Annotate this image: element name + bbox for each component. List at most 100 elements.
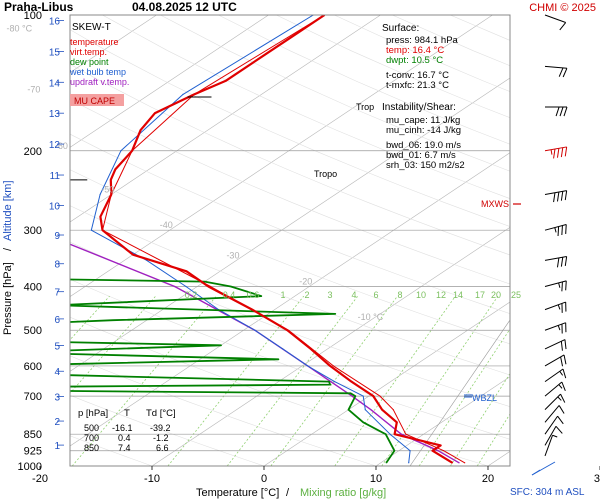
data-point [185,270,188,272]
barb-half [558,384,563,389]
mxws-label: MXWS [481,199,509,209]
data-point [112,319,114,321]
altitude-tick-label: 14 [49,78,61,89]
sounding-datetime: 04.08.2025 12 UTC [132,0,237,14]
data-point [110,179,112,181]
wind-barb [545,106,568,117]
barb-flag [557,226,560,237]
mixing-ratio-line [334,295,456,466]
data-point [328,381,330,383]
copyright: CHMI © 2025 [529,2,596,14]
table-cell: -1.2 [153,433,169,443]
data-point [392,409,394,411]
data-point [385,433,387,435]
data-point [204,281,206,283]
surface-dwpt: dwpt: 10.5 °C [386,55,443,66]
wind-barb [544,146,568,159]
altitude-tick-label: 9 [54,231,60,242]
wind-barb [544,368,567,383]
barb-staff [544,224,567,231]
barb-staff [544,339,566,350]
data-point [451,462,453,464]
isotherm-label: -60 [55,141,68,151]
wind-barb [544,301,567,313]
isotherm-line [70,15,269,148]
barb-half [557,304,561,310]
pressure-tick-label: 400 [24,282,42,294]
wind-barb [544,190,568,203]
barb-flag [557,415,564,425]
barb-staff [544,322,566,331]
altitude-tick-label: 8 [54,260,60,271]
barb-flag [564,146,568,157]
table-cell: 0.4 [118,433,131,443]
barb-staff [544,280,567,288]
data-point [286,329,288,331]
altitude-tick-label: 4 [54,367,60,378]
data-point [260,295,262,297]
barb-staff [544,354,565,367]
barb-half [554,227,557,233]
barb-flag [553,148,556,159]
y-axis-label: Pressure [hPa] / Altitude [km] [2,180,14,335]
table-header-td: Td [°C] [146,408,176,419]
barb-flag [564,339,567,350]
mixing-ratio-label: 0.6 [247,290,260,300]
barb-staff [544,368,564,383]
data-point [329,365,331,367]
dry-adiabat [70,133,510,314]
barb-flag [556,148,560,158]
dry-adiabat [566,15,600,466]
wind-barb [544,405,565,423]
surface-tconv: t-conv: 16.7 °C [386,70,449,81]
barb-staff [544,146,567,152]
data-point [370,409,372,411]
barb-flag [560,191,564,201]
data-point [350,392,352,394]
wind-barb [544,354,567,367]
dry-adiabat [160,15,510,172]
bwd-06: bwd_06: 19.0 m/s [386,140,461,151]
barb-staff [544,14,566,23]
mixing-ratio-label: 25 [511,290,521,300]
mixing-ratio-line [582,296,600,466]
mixing-ratio-label: 14 [453,290,463,300]
barb-staff [544,381,563,397]
data-point [458,462,460,464]
barb-flag [558,405,565,414]
temp-tick-label: 0 [261,473,267,485]
barb-flag [560,257,564,267]
mixing-ratio-line [512,296,600,466]
tropopause-label: Trop [356,102,374,112]
barb-flag [556,257,560,268]
mixing-ratio-label: 1 [280,290,285,300]
mixing-ratio-line [71,295,217,466]
data-point [385,462,387,464]
dry-adiabat [70,98,510,285]
dry-adiabat [70,205,510,376]
data-point [347,409,350,411]
altitude-tick-label: 3 [54,392,60,403]
mixing-ratio-label: 2 [304,290,309,300]
data-point [57,305,58,306]
data-point [90,229,92,231]
pressure-tick-label: 925 [24,446,42,458]
table-cell: 700 [84,433,99,443]
mixing-ratio-label: 17 [475,290,485,300]
dry-adiabat [70,29,510,227]
wind-barb [544,14,567,31]
mixing-ratio-line [541,296,600,466]
wind-barb [544,425,563,446]
table-cell: 6.6 [156,443,169,453]
pressure-tick-label: 1000 [18,461,42,473]
values-table: p [hPa] T Td [°C] 500 -16.1 -39.2 700 0.… [78,408,176,453]
barb-half [557,325,561,331]
data-point [351,395,353,397]
data-point [396,421,398,423]
data-point [364,409,366,411]
data-point [8,352,9,353]
data-point [182,93,184,95]
legend-wet-bulb: wet bulb temp [69,67,126,77]
axis-layer: 0.2 0.4 0.6 1 2 3 4 6 8 10 12 14 17 20 25-80 °C-70-60-… [6,10,600,485]
surface-title: Surface: [382,23,419,34]
